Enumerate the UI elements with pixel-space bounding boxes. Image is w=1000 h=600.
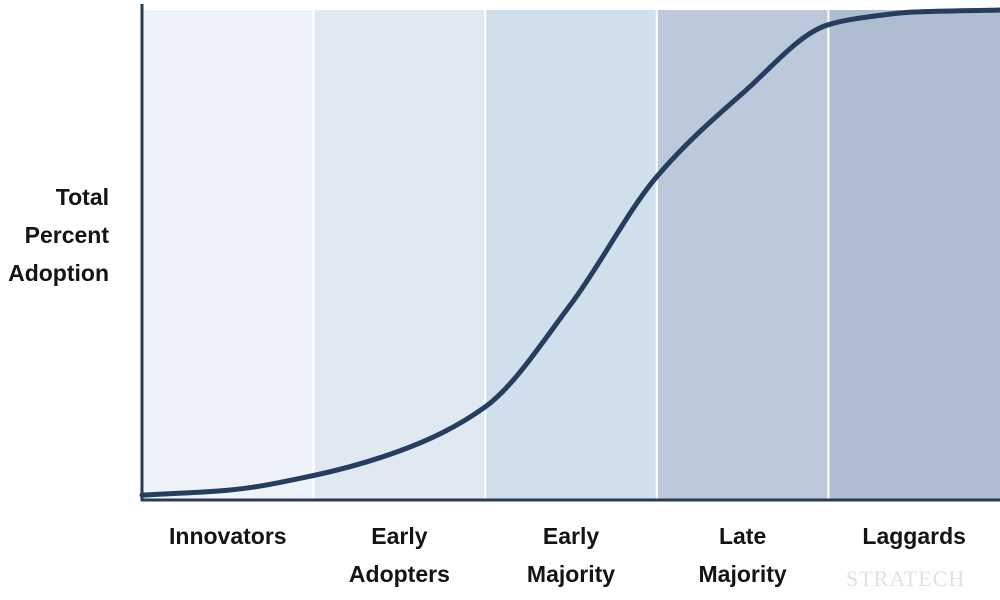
category-label-2-line-1: Early	[371, 523, 427, 549]
category-label-1-line-1: Innovators	[169, 523, 287, 549]
watermark-text: STRATECH	[846, 566, 966, 591]
category-label-4-line-2: Majority	[699, 561, 787, 587]
category-label-5-line-1: Laggards	[862, 523, 966, 549]
adoption-curve-line	[139, 7, 1000, 498]
band-1	[142, 10, 314, 500]
category-label-2-line-2: Adopters	[349, 561, 450, 587]
category-label-3-line-1: Early	[543, 523, 599, 549]
y-axis-label-line-3: Adoption	[8, 260, 109, 286]
band-4	[656, 10, 829, 500]
band-2	[313, 10, 486, 500]
y-axis-label-line-2: Percent	[24, 222, 109, 248]
category-label-3-line-2: Majority	[527, 561, 615, 587]
band-3	[485, 10, 657, 500]
y-axis-label: Total Percent Adoption	[8, 178, 109, 292]
band-5	[828, 10, 1000, 500]
category-label-4-line-1: Late	[719, 523, 766, 549]
y-axis-label-line-1: Total	[55, 184, 109, 210]
